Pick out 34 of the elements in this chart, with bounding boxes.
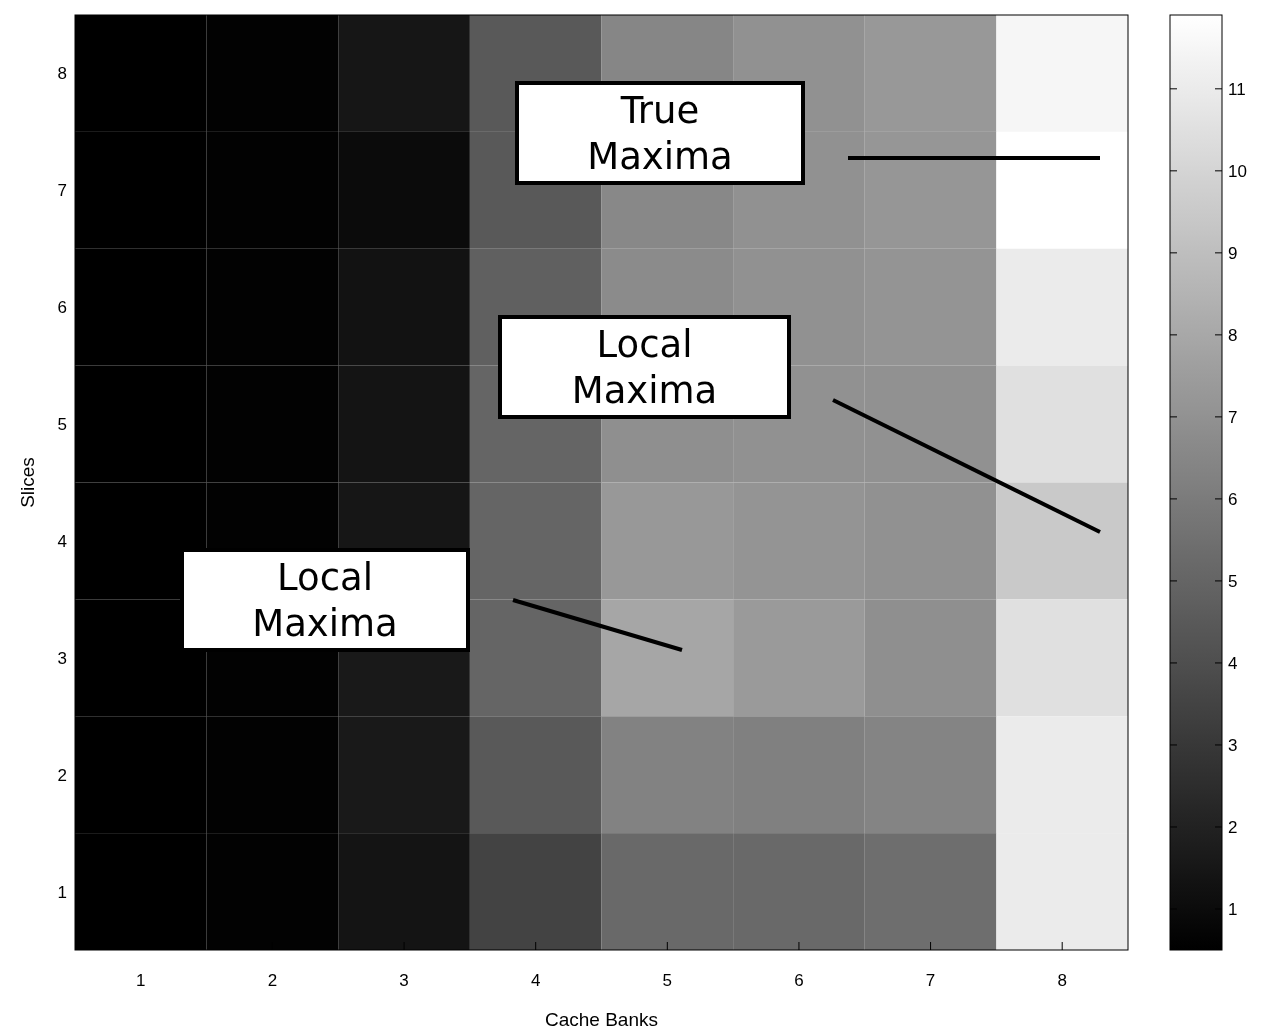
y-axis-title: Slices <box>17 457 38 508</box>
y-tick-label: 6 <box>57 298 67 318</box>
color-bar-label: 6 <box>1228 489 1238 509</box>
annotation: Local Maxima <box>571 323 718 412</box>
color-bar-label: 8 <box>1228 325 1238 345</box>
y-tick-label: 1 <box>57 882 67 902</box>
color-bar-label: 9 <box>1228 243 1238 263</box>
y-tick-label: 3 <box>57 648 67 668</box>
y-tick-label: 4 <box>57 531 67 551</box>
color-bar-label: 7 <box>1228 407 1238 427</box>
color-bar-label: 4 <box>1228 653 1238 673</box>
x-tick-label: 3 <box>399 971 409 990</box>
annotation: True Maxima <box>587 89 733 178</box>
color-bar-label: 11 <box>1228 79 1246 99</box>
x-tick-label: 8 <box>1057 971 1067 990</box>
color-bar-label: 2 <box>1228 817 1238 837</box>
callout-box: True Maxima <box>515 81 1100 185</box>
y-tick-label: 7 <box>57 181 67 201</box>
x-tick-label: 4 <box>530 971 541 990</box>
x-tick-label: 2 <box>267 971 278 990</box>
x-tick-label: 5 <box>662 971 673 990</box>
annotation: Local Maxima <box>252 556 398 645</box>
color-bar-label: 5 <box>1228 571 1238 591</box>
color-bar-label: 10 <box>1228 161 1247 181</box>
x-tick-label: 6 <box>794 971 804 990</box>
x-axis-title: Cache Banks <box>544 1009 659 1030</box>
callout-box: Local Maxima <box>498 315 1101 534</box>
x-tick-label: 1 <box>136 971 146 990</box>
y-tick-label: 8 <box>57 64 67 84</box>
y-tick-label: 2 <box>57 765 67 785</box>
color-bar-label: 1 <box>1228 899 1238 919</box>
x-tick-label: 7 <box>925 971 936 990</box>
color-bar-label: 3 <box>1228 735 1238 755</box>
y-tick-label: 5 <box>57 415 67 435</box>
